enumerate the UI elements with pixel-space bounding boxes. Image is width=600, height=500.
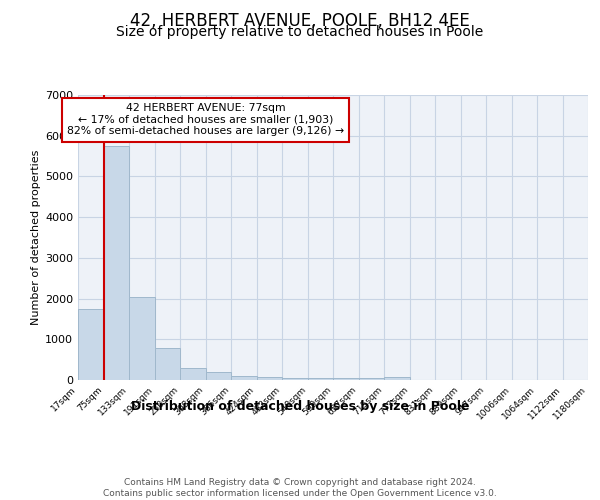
Bar: [205, 372, 231, 380]
Bar: [231, 376, 257, 380]
Text: Size of property relative to detached houses in Poole: Size of property relative to detached ho…: [116, 25, 484, 39]
Text: 42 HERBERT AVENUE: 77sqm
← 17% of detached houses are smaller (1,903)
82% of sem: 42 HERBERT AVENUE: 77sqm ← 17% of detach…: [67, 103, 344, 136]
Text: 42, HERBERT AVENUE, POOLE, BH12 4EE: 42, HERBERT AVENUE, POOLE, BH12 4EE: [130, 12, 470, 30]
Bar: [129, 296, 155, 380]
Text: Distribution of detached houses by size in Poole: Distribution of detached houses by size …: [131, 400, 469, 413]
Bar: [333, 378, 359, 380]
Bar: [78, 308, 104, 380]
Bar: [308, 378, 333, 380]
Bar: [104, 146, 129, 380]
Bar: [257, 377, 282, 380]
Bar: [282, 378, 308, 380]
Bar: [180, 368, 205, 380]
Y-axis label: Number of detached properties: Number of detached properties: [31, 150, 41, 325]
Bar: [359, 378, 384, 380]
Bar: [384, 377, 409, 380]
Bar: [155, 348, 180, 380]
Text: Contains HM Land Registry data © Crown copyright and database right 2024.
Contai: Contains HM Land Registry data © Crown c…: [103, 478, 497, 498]
